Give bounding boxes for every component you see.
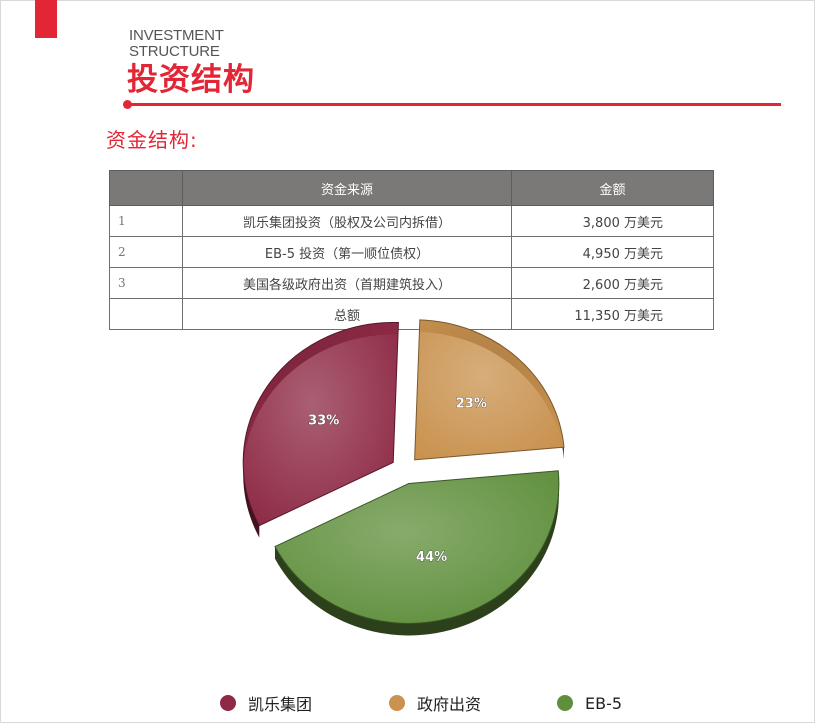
header-title-en-line2: STRUCTURE: [129, 43, 220, 60]
table-row: 1 凯乐集团投资（股权及公司内拆借） 3,800 万美元: [109, 205, 714, 237]
corner-tab: [35, 0, 57, 38]
legend-item: 政府出资: [389, 690, 481, 716]
row-amount: 3,800 万美元: [511, 205, 714, 237]
row-source: 凯乐集团投资（股权及公司内拆借）: [182, 205, 512, 237]
legend-label: 政府出资: [417, 695, 482, 714]
legend-item: EB-5: [557, 690, 622, 716]
row-amount: 4,950 万美元: [511, 236, 714, 268]
row-index: 3: [109, 267, 183, 299]
row-source: 美国各级政府出资（首期建筑投入）: [182, 267, 512, 299]
section-title: 资金结构:: [106, 128, 198, 152]
table-row: 3 美国各级政府出资（首期建筑投入） 2,600 万美元: [109, 267, 714, 299]
table-row: 2 EB-5 投资（第一顺位债权） 4,950 万美元: [109, 236, 714, 268]
chart-legend: 凯乐集团 政府出资 EB-5: [0, 690, 815, 716]
table-header-source: 资金来源: [182, 170, 512, 206]
legend-label: 凯乐集团: [248, 695, 313, 714]
row-index: 2: [109, 236, 183, 268]
row-source: EB-5 投资（第一顺位债权）: [182, 236, 512, 268]
header-rule-dot: [123, 100, 132, 109]
legend-swatch: [220, 695, 236, 711]
row-source-total: 总额: [182, 298, 512, 330]
header-title-en: INVESTMENT STRUCTURE: [129, 28, 224, 60]
table-header-amount: 金额: [511, 170, 714, 206]
legend-swatch: [557, 695, 573, 711]
legend-label: EB-5: [585, 693, 623, 713]
row-index: [109, 298, 183, 330]
row-amount-total: 11,350 万美元: [511, 298, 714, 330]
table-header-index: [109, 170, 183, 206]
funding-table: 资金来源 金额 1 凯乐集团投资（股权及公司内拆借） 3,800 万美元 2 E…: [109, 170, 714, 330]
row-index: 1: [109, 205, 183, 237]
legend-swatch: [389, 695, 405, 711]
table-row-total: 总额 11,350 万美元: [109, 298, 714, 330]
header-rule: [130, 103, 781, 106]
legend-item: 凯乐集团: [220, 690, 312, 716]
header-title-en-line1: INVESTMENT: [129, 27, 224, 44]
header-title-cn: 投资结构: [127, 62, 255, 98]
row-amount: 2,600 万美元: [511, 267, 714, 299]
table-header-row: 资金来源 金额: [109, 170, 714, 206]
